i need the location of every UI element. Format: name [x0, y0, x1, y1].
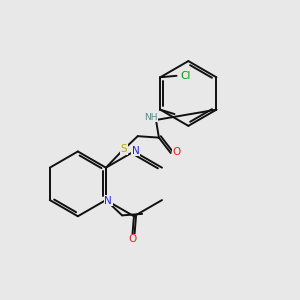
Text: N: N: [104, 196, 112, 206]
Text: N: N: [132, 146, 139, 156]
Text: Cl: Cl: [181, 71, 191, 81]
Text: O: O: [172, 147, 181, 158]
Text: O: O: [128, 234, 136, 244]
Text: S: S: [121, 144, 128, 154]
Text: NH: NH: [144, 112, 158, 122]
